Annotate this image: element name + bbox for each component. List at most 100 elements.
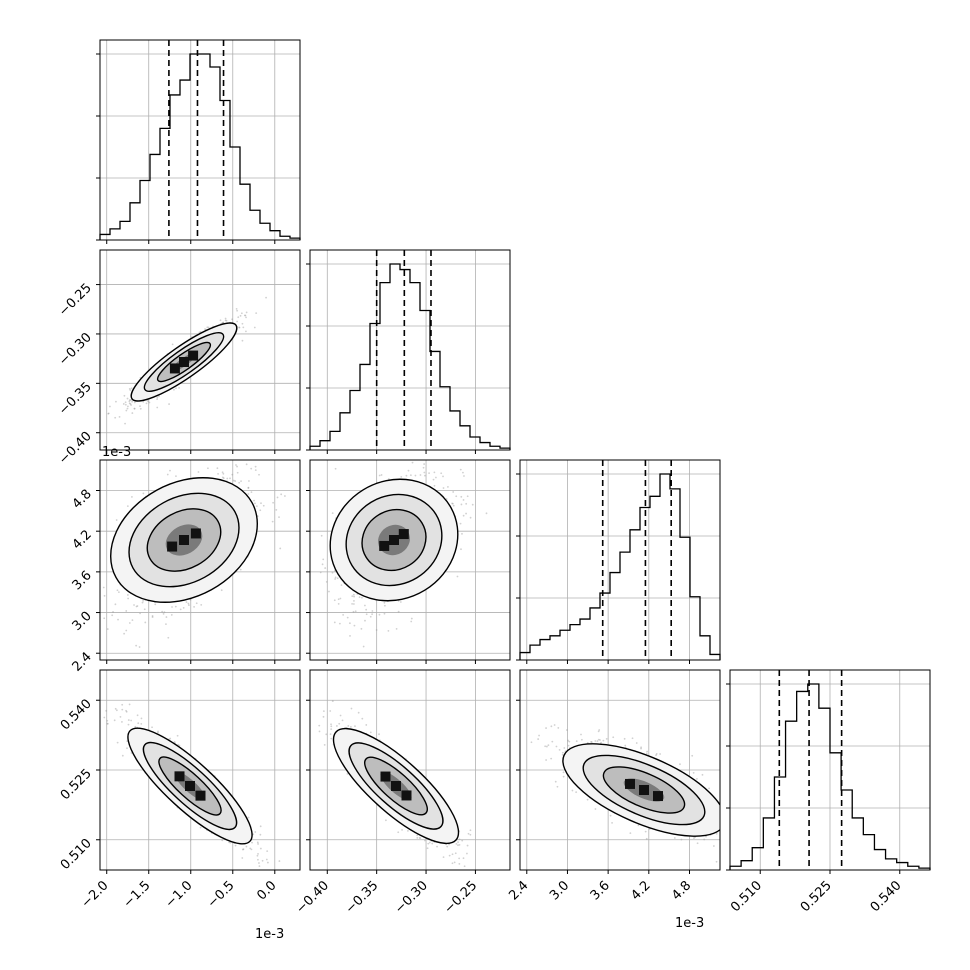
sample-point <box>383 604 386 607</box>
sample-point <box>275 508 278 511</box>
sample-point <box>352 593 355 596</box>
sample-point <box>241 322 244 325</box>
sample-point <box>550 757 553 760</box>
joint-panel <box>103 703 281 868</box>
sample-point <box>236 471 239 474</box>
sample-point <box>333 621 336 624</box>
sample-point <box>133 407 136 410</box>
sample-point <box>320 534 323 537</box>
sample-point <box>383 612 386 615</box>
sample-point <box>109 405 111 408</box>
sample-point <box>156 398 159 401</box>
sample-point <box>185 601 188 603</box>
sample-point <box>156 396 159 399</box>
panel-frame <box>99 39 301 241</box>
sample-point <box>166 473 169 476</box>
y-tick-label: 3.6 <box>70 568 95 593</box>
sample-point <box>361 596 363 599</box>
sample-point <box>556 785 559 788</box>
sample-point <box>353 600 355 602</box>
sample-point <box>469 829 472 832</box>
sample-point <box>240 480 242 483</box>
sample-point <box>259 825 262 828</box>
sample-point <box>271 520 274 523</box>
sample-point <box>229 477 231 480</box>
sample-point <box>322 715 325 718</box>
sample-point <box>387 629 390 632</box>
sample-point <box>463 475 465 477</box>
sample-point <box>124 403 127 406</box>
sample-point <box>256 841 259 844</box>
sample-point <box>357 711 360 714</box>
sample-point <box>278 860 281 862</box>
sample-point <box>338 722 341 725</box>
sample-point <box>278 516 280 519</box>
sample-point <box>580 733 582 736</box>
sample-point <box>136 714 139 717</box>
sample-point <box>458 857 461 860</box>
sample-point <box>235 464 237 466</box>
sample-point <box>242 848 244 851</box>
sample-point <box>330 728 333 731</box>
sample-point <box>485 512 488 515</box>
sample-point <box>116 589 119 592</box>
sample-point <box>283 495 286 497</box>
sample-point <box>151 616 154 618</box>
sample-point <box>432 478 435 481</box>
sample-point <box>128 388 131 390</box>
sample-point <box>247 816 250 819</box>
sample-point <box>342 613 345 616</box>
sample-point <box>182 606 185 609</box>
y-tick-label: 0.525 <box>58 766 95 803</box>
sample-point <box>125 710 128 713</box>
sample-point <box>128 400 131 403</box>
sample-point <box>123 632 126 635</box>
sample-point <box>337 602 340 605</box>
sample-point <box>360 627 363 630</box>
sample-point <box>242 848 245 851</box>
sample-point <box>207 326 210 329</box>
sample-point <box>433 471 436 474</box>
sample-point <box>708 787 710 790</box>
sample-point <box>693 837 695 839</box>
sample-point <box>346 616 349 619</box>
sample-point <box>395 627 398 630</box>
x-tick-label: 4.2 <box>628 878 653 903</box>
sample-point <box>435 476 437 479</box>
sample-point <box>126 594 129 596</box>
sample-point <box>131 400 134 403</box>
sample-point <box>247 486 250 489</box>
sample-point <box>465 512 467 515</box>
sample-point <box>245 311 248 314</box>
sample-point <box>131 496 133 498</box>
sample-point <box>597 738 600 741</box>
sample-point <box>329 710 332 712</box>
sample-point <box>456 575 459 578</box>
sample-point <box>451 862 454 865</box>
sample-point <box>280 493 283 496</box>
sample-point <box>351 602 353 605</box>
sample-point <box>176 734 179 737</box>
sample-point <box>167 636 170 639</box>
sample-point <box>353 595 355 598</box>
sample-point <box>187 604 190 607</box>
sample-point <box>116 741 119 744</box>
sample-point <box>363 604 366 607</box>
sample-point <box>602 739 605 742</box>
sample-point <box>455 842 458 845</box>
sample-point <box>165 616 168 618</box>
sample-point <box>122 403 125 405</box>
sample-point <box>173 741 176 743</box>
sample-point <box>266 850 269 853</box>
sample-point <box>236 320 239 323</box>
sample-point <box>258 862 260 864</box>
sample-point <box>255 312 258 315</box>
sample-point <box>460 503 463 506</box>
sample-point <box>127 719 130 721</box>
sample-point <box>557 727 560 729</box>
sample-point <box>452 504 455 507</box>
sample-point <box>119 715 122 718</box>
sample-point <box>419 837 422 839</box>
sample-point <box>238 481 241 484</box>
panel-frame <box>519 459 721 661</box>
